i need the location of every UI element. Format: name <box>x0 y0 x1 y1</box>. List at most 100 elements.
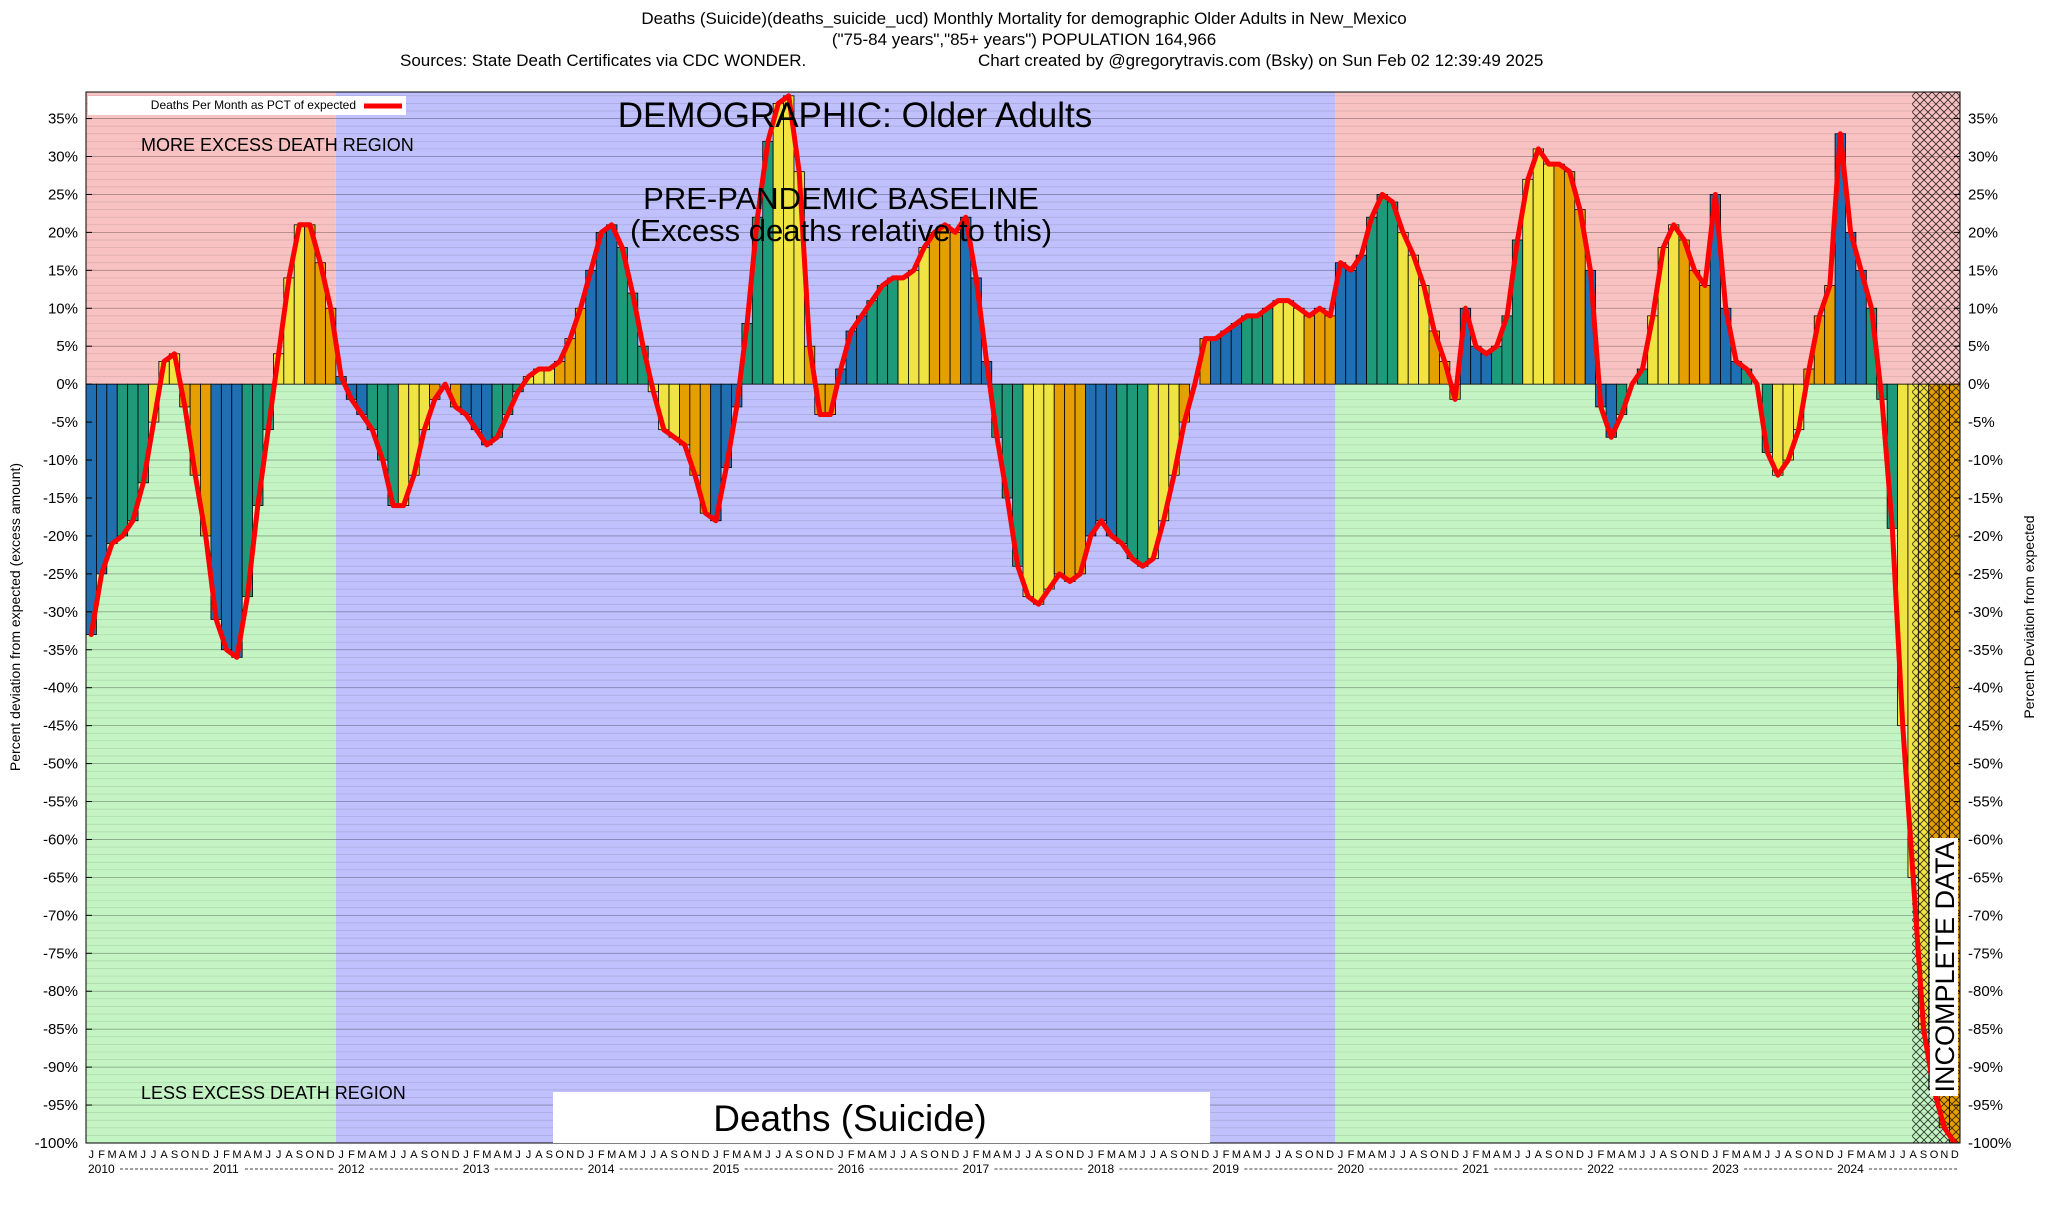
x-tick-label: O <box>430 1149 439 1161</box>
x-tick-label: M <box>1877 1149 1886 1161</box>
x-tick-label: M <box>503 1149 512 1161</box>
bar <box>1043 383 1055 590</box>
year-label: 2019 <box>1212 1162 1239 1176</box>
x-tick-label: J <box>338 1149 344 1161</box>
x-tick-label: M <box>232 1149 241 1161</box>
x-tick-label: J <box>588 1149 594 1161</box>
x-tick-label: J <box>901 1149 907 1161</box>
y-tick-label: -5% <box>51 414 78 431</box>
y-axis-label: Percent deviation from expected (excess … <box>7 463 23 771</box>
y2-tick-label: -25% <box>1968 566 2003 583</box>
bar <box>1678 239 1690 385</box>
less-region-label: LESS EXCESS DEATH REGION <box>141 1083 406 1103</box>
bar <box>1355 254 1367 385</box>
y2-tick-label: -80% <box>1968 983 2003 1000</box>
x-tick-label: A <box>285 1149 293 1161</box>
x-tick-label: S <box>1045 1149 1052 1161</box>
x-tick-label: F <box>1223 1149 1230 1161</box>
x-tick-label: J <box>1890 1149 1896 1161</box>
bar <box>1241 315 1253 385</box>
x-tick-label: O <box>1680 1149 1689 1161</box>
x-tick-label: N <box>1441 1149 1449 1161</box>
legend-box <box>88 96 406 115</box>
bar <box>1376 194 1388 385</box>
x-tick-label: J <box>1838 1149 1844 1161</box>
bar <box>1220 330 1232 385</box>
bar <box>679 383 691 446</box>
y2-tick-label: -100% <box>1968 1135 2011 1152</box>
x-tick-label: J <box>963 1149 969 1161</box>
x-tick-label: J <box>1463 1149 1469 1161</box>
x-tick-label: A <box>1535 1149 1543 1161</box>
y2-tick-label: 0% <box>1968 376 1990 393</box>
x-tick-label: J <box>1265 1149 1271 1161</box>
x-tick-label: A <box>244 1149 252 1161</box>
x-tick-label: A <box>619 1149 627 1161</box>
x-tick-label: O <box>930 1149 939 1161</box>
bar <box>1845 231 1857 385</box>
x-tick-label: J <box>1588 1149 1594 1161</box>
y2-tick-label: 15% <box>1968 262 1998 279</box>
x-tick-label: J <box>1140 1149 1146 1161</box>
x-tick-label: A <box>1743 1149 1751 1161</box>
bar <box>1053 383 1066 575</box>
year-label: 2023 <box>1712 1162 1739 1176</box>
x-tick-label: N <box>1316 1149 1324 1161</box>
bar <box>1105 383 1118 537</box>
x-tick-label: N <box>1566 1149 1574 1161</box>
x-tick-label: O <box>1055 1149 1064 1161</box>
x-tick-label: O <box>1555 1149 1564 1161</box>
x-tick-label: A <box>1660 1149 1668 1161</box>
x-tick-label: J <box>526 1149 532 1161</box>
x-tick-label: M <box>357 1149 366 1161</box>
x-tick-label: F <box>1722 1149 1729 1161</box>
bar <box>1293 307 1305 385</box>
x-tick-label: O <box>555 1149 564 1161</box>
x-tick-label: F <box>1098 1149 1105 1161</box>
y-tick-label: -90% <box>43 1059 78 1076</box>
y-tick-label: 5% <box>56 338 78 355</box>
x-tick-label: S <box>1420 1149 1427 1161</box>
x-tick-label: N <box>1066 1149 1074 1161</box>
x-tick-label: M <box>1128 1149 1137 1161</box>
x-tick-label: A <box>868 1149 876 1161</box>
x-tick-label: D <box>577 1149 585 1161</box>
x-tick-label: M <box>1378 1149 1387 1161</box>
x-tick-label: J <box>401 1149 407 1161</box>
cause-label: Deaths (Suicide) <box>713 1098 987 1139</box>
x-tick-label: J <box>390 1149 396 1161</box>
bar <box>897 277 909 385</box>
x-tick-label: S <box>171 1149 178 1161</box>
y-tick-label: 20% <box>48 224 78 241</box>
bar <box>1303 315 1315 385</box>
bar <box>1033 383 1045 605</box>
bar <box>1272 300 1284 385</box>
bar <box>1314 307 1326 385</box>
bar <box>856 315 868 385</box>
axes: -100% -100% -95% -95% -90% -90% -85% -85% -80% -8… <box>35 91 2011 1176</box>
x-tick-label: M <box>628 1149 637 1161</box>
x-tick-label: O <box>181 1149 190 1161</box>
x-tick-label: M <box>1482 1149 1491 1161</box>
y-tick-label: -35% <box>43 642 78 659</box>
x-tick-label: F <box>973 1149 980 1161</box>
y2-tick-label: -75% <box>1968 945 2003 962</box>
x-tick-label: J <box>515 1149 521 1161</box>
x-tick-label: J <box>1275 1149 1281 1161</box>
bar <box>1324 315 1336 385</box>
year-label: 2020 <box>1337 1162 1364 1176</box>
year-label: 2021 <box>1462 1162 1489 1176</box>
y2-tick-label: -55% <box>1968 794 2003 811</box>
x-tick-label: S <box>1920 1149 1927 1161</box>
x-tick-label: A <box>1118 1149 1126 1161</box>
y-tick-label: -50% <box>43 756 78 773</box>
bar <box>1668 224 1680 385</box>
y2-axis-label: Percent Deviation from expected <box>2021 515 2037 718</box>
bar <box>96 383 108 575</box>
x-tick-label: M <box>128 1149 137 1161</box>
y2-tick-label: -85% <box>1968 1021 2003 1038</box>
x-tick-label: A <box>660 1149 668 1161</box>
y2-tick-label: -20% <box>1968 528 2003 545</box>
y2-tick-label: -40% <box>1968 680 2003 697</box>
incomplete-box <box>1930 838 1958 1096</box>
